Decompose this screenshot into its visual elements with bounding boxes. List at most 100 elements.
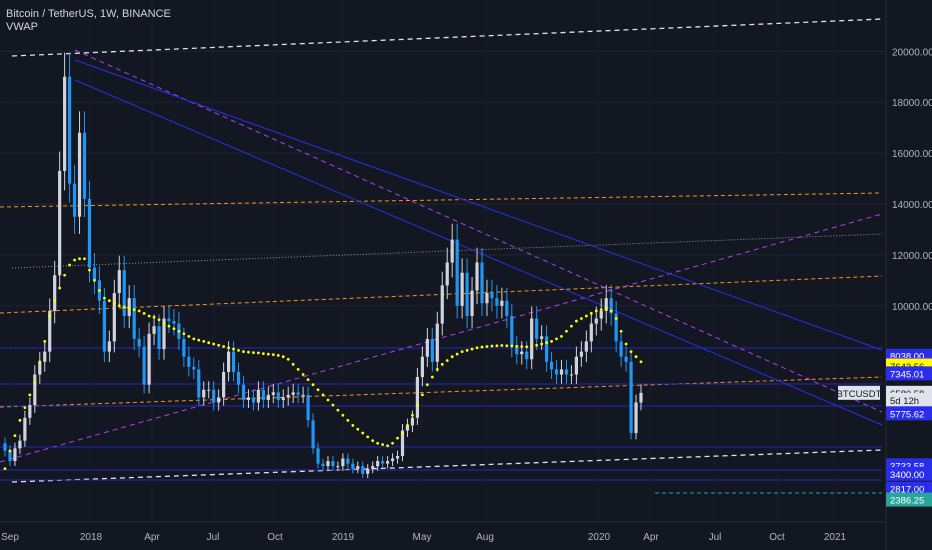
candle-body bbox=[554, 369, 559, 375]
candle-body bbox=[207, 389, 211, 391]
candle-body bbox=[376, 461, 380, 467]
vwap-point bbox=[132, 308, 136, 312]
vwap-point bbox=[98, 289, 101, 292]
vwap-point bbox=[157, 318, 161, 322]
vwap-point bbox=[232, 347, 235, 351]
vwap-point bbox=[570, 324, 573, 328]
vwap-point bbox=[560, 334, 563, 338]
symbol-title[interactable]: Bitcoin / TetherUS, 1W, BINANCE bbox=[6, 8, 171, 20]
candle-body bbox=[281, 397, 285, 400]
vwap-point bbox=[500, 344, 504, 347]
candle-body bbox=[107, 341, 111, 352]
vwap-point bbox=[3, 467, 7, 471]
candle-body bbox=[410, 417, 415, 426]
vwap-point bbox=[450, 355, 454, 359]
candle-body bbox=[420, 356, 424, 378]
vwap-series bbox=[3, 257, 643, 471]
vwap-point bbox=[420, 393, 424, 397]
candle-body bbox=[361, 466, 365, 474]
vwap-point bbox=[117, 304, 121, 308]
candle-body bbox=[8, 450, 12, 462]
candle-body bbox=[102, 300, 106, 352]
vwap-point bbox=[545, 341, 548, 345]
candle-body bbox=[400, 430, 405, 456]
candle-body bbox=[296, 392, 300, 395]
vwap-point bbox=[510, 344, 514, 348]
candle-body bbox=[569, 374, 574, 376]
candle-body bbox=[465, 272, 469, 316]
y-tick-label: 18000.00 bbox=[892, 98, 932, 109]
vwap-point bbox=[217, 343, 221, 347]
vwap-point bbox=[485, 345, 489, 348]
price-label-tag bbox=[886, 481, 932, 496]
vwap-point bbox=[271, 353, 275, 357]
vwap-point bbox=[584, 314, 588, 318]
candle-body bbox=[356, 466, 360, 469]
candle-body bbox=[589, 323, 593, 342]
vwap-point bbox=[480, 345, 484, 349]
trendlines bbox=[0, 18, 883, 494]
candle-body bbox=[77, 132, 82, 217]
candle-body bbox=[72, 183, 77, 217]
candle-body bbox=[212, 389, 216, 403]
x-tick-label: Jul bbox=[207, 532, 220, 543]
candle-body bbox=[515, 346, 519, 355]
candle-body bbox=[222, 371, 226, 398]
vwap-point bbox=[460, 350, 464, 354]
candle-body bbox=[445, 262, 449, 286]
vwap-indicator-label[interactable]: VWAP bbox=[6, 21, 38, 33]
blue-channel-upper bbox=[74, 59, 883, 351]
vwap-point bbox=[331, 403, 335, 407]
candle-body bbox=[425, 338, 429, 357]
x-tick-label: Jul bbox=[709, 532, 722, 543]
vwap-point bbox=[266, 352, 270, 356]
candle-body bbox=[599, 310, 603, 319]
vwap-point bbox=[93, 278, 96, 282]
candle-body bbox=[122, 270, 126, 316]
candle-body bbox=[500, 300, 504, 306]
price-label-text: 3400.00 bbox=[890, 470, 924, 481]
candle-body bbox=[614, 313, 618, 342]
candle-body bbox=[540, 336, 544, 339]
vwap-point bbox=[197, 338, 201, 342]
vwap-point bbox=[425, 383, 429, 387]
candle-body bbox=[231, 351, 236, 372]
y-tick-label: 10000.00 bbox=[892, 302, 932, 313]
candle-body bbox=[475, 262, 479, 291]
time-axis[interactable]: Sep 2018 Apr Jul Oct 2019 May Aug 2020 Apr Jul Oct 2… bbox=[0, 521, 886, 543]
chart-grid bbox=[0, 50, 886, 307]
vwap-point bbox=[306, 378, 310, 382]
top-resistance-line bbox=[11, 18, 883, 57]
vwap-point bbox=[286, 357, 290, 361]
orange-level-1 bbox=[0, 192, 883, 208]
price-label-text: 5d 12h bbox=[890, 396, 919, 407]
vwap-point bbox=[346, 418, 350, 422]
candle-body bbox=[485, 293, 489, 304]
candle-body bbox=[301, 394, 305, 396]
vwap-point bbox=[401, 431, 404, 435]
candle-body bbox=[53, 275, 57, 311]
candle-body bbox=[470, 290, 474, 316]
vwap-point bbox=[465, 348, 469, 352]
x-tick-label: Aug bbox=[476, 532, 494, 543]
vwap-point bbox=[406, 424, 409, 427]
price-label-tag bbox=[886, 466, 932, 481]
vwap-point bbox=[83, 257, 86, 261]
candle-body bbox=[261, 389, 265, 400]
vwap-point bbox=[490, 344, 494, 348]
vwap-point bbox=[525, 345, 529, 349]
candle-body bbox=[639, 392, 643, 403]
x-tick-label: May bbox=[413, 532, 432, 543]
candle-body bbox=[316, 448, 320, 464]
vwap-point bbox=[351, 424, 355, 427]
x-tick-label: Oct bbox=[267, 532, 283, 543]
vwap-point bbox=[361, 431, 365, 435]
vwap-point bbox=[88, 268, 91, 272]
candle-body bbox=[430, 338, 434, 362]
vwap-point bbox=[530, 345, 534, 348]
vwap-point bbox=[550, 340, 553, 343]
vwap-point bbox=[18, 418, 22, 422]
y-tick-label: 16000.00 bbox=[892, 149, 932, 160]
vwap-point bbox=[316, 388, 320, 392]
